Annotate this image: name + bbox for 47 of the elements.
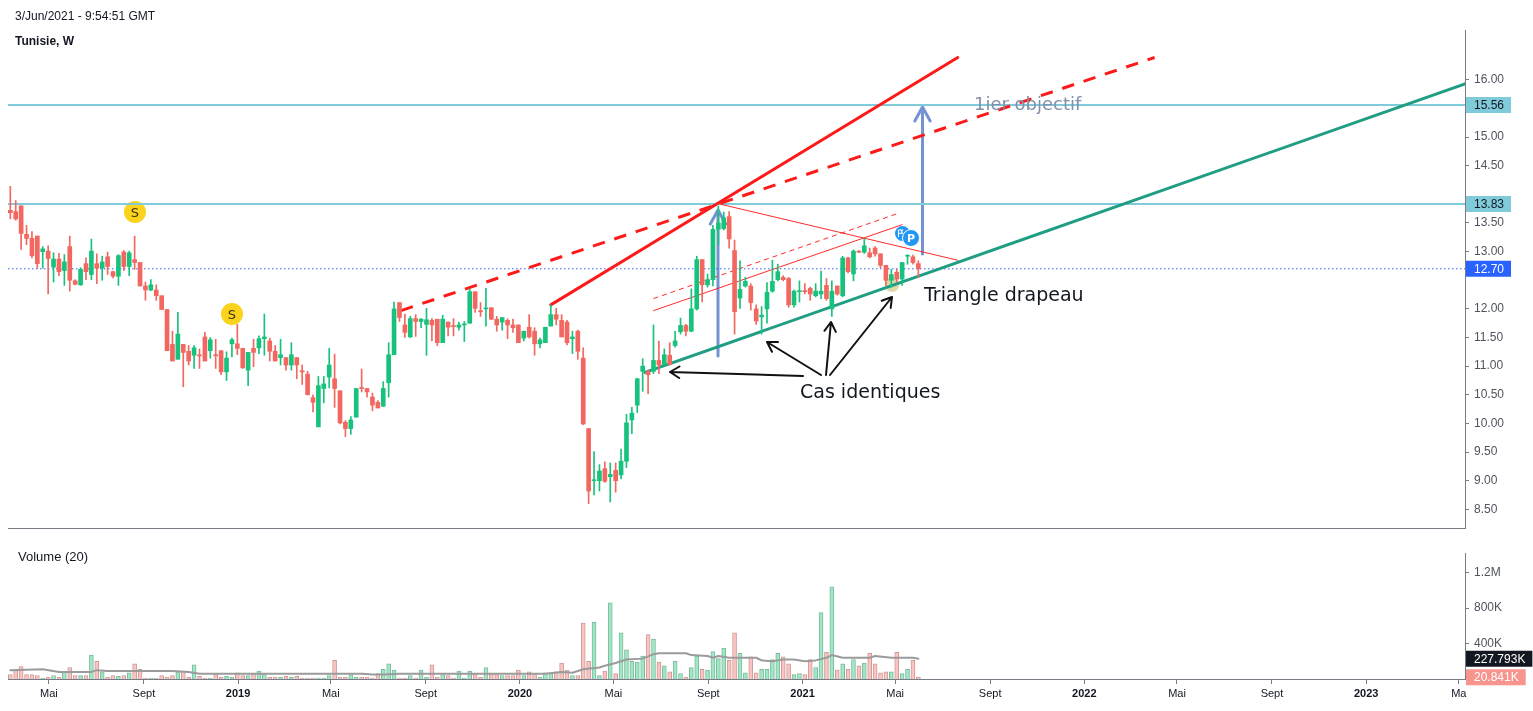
x-tick-label: Ma (1451, 686, 1468, 699)
chart-title: Tunisie, W (15, 34, 75, 49)
x-tick-label: 2019 (225, 686, 251, 699)
annotation: Cas identiques (800, 379, 941, 402)
y-tick-label: 1.2M (1474, 565, 1501, 579)
x-tick-label: Sept (1260, 686, 1284, 699)
x-tick-label: Sept (978, 686, 1002, 699)
y-tick-label: 400K (1474, 635, 1503, 650)
y-tick-label: 8.50 (1474, 501, 1498, 516)
text: 20.841K (1474, 669, 1519, 684)
chart-title: Volume (20) (18, 549, 89, 565)
y-tick-label: 13.50 (1474, 215, 1505, 230)
y-tick-label: 11.00 (1474, 358, 1504, 373)
badge-icon: S (123, 200, 146, 223)
y-tick-label: 10.50 (1474, 387, 1505, 402)
x-tick-label: Mai (886, 686, 905, 699)
annotation: S (130, 204, 139, 220)
x-tick-label: Mai (321, 686, 340, 699)
y-tick-label: 14.50 (1474, 158, 1505, 173)
x-tick-label: 2022 (1072, 686, 1097, 699)
text: 3/Jun/2021 - 9:54:51 GMT (15, 9, 156, 24)
x-tick-label: Sept (697, 686, 720, 699)
badge-icon: S (220, 303, 243, 326)
y-tick-label: 16.00 (1474, 72, 1505, 87)
x-tick-label: Mai (1168, 686, 1186, 699)
ref-line-label: 15.56 (1474, 97, 1505, 112)
ref-line-label: 12.70 (1474, 261, 1505, 276)
x-tick-label: Mai (604, 686, 623, 699)
x-tick-label: Sept (132, 686, 156, 699)
y-tick-label: 800K (1474, 600, 1503, 615)
x-tick-label: 2020 (507, 686, 533, 699)
y-tick-label: 9.50 (1474, 444, 1498, 459)
y-tick-label: 15.00 (1474, 129, 1505, 144)
annotation: Triangle drapeau (923, 282, 1084, 305)
x-tick-label: Mai (40, 686, 58, 699)
x-tick-label: 2021 (790, 686, 815, 699)
y-tick-label: 9.00 (1474, 473, 1498, 488)
ref-line-label: 13.83 (1474, 196, 1505, 211)
x-tick-label: Sept (414, 686, 438, 699)
y-tick-label: 11.50 (1474, 329, 1504, 344)
annotation: S (227, 306, 237, 322)
x-tick-label: 2023 (1353, 686, 1379, 699)
annotation: P (907, 231, 916, 245)
y-tick-label: 13.00 (1474, 243, 1505, 258)
y-tick-label: 12.00 (1474, 301, 1505, 316)
text: 227.793K (1474, 651, 1526, 666)
y-tick-label: 10.00 (1474, 415, 1505, 430)
